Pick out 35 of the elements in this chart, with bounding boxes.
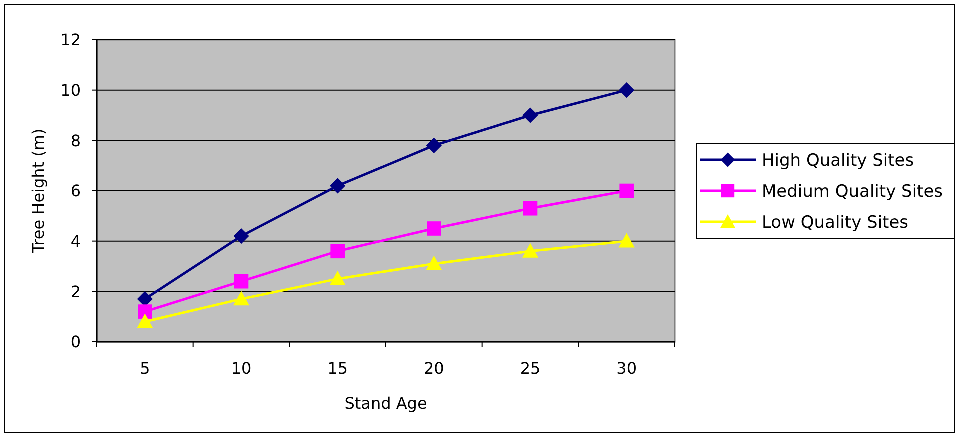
point [137,314,154,328]
y-tick-label: 12 [60,30,81,50]
y-tick-label: 8 [70,131,81,150]
y-tick-label: 0 [70,332,81,352]
x-tick-label: 10 [231,359,252,378]
legend-label: Medium Quality Sites [762,182,944,202]
point [522,243,539,258]
x-tick-label: 20 [424,359,444,378]
point [234,274,249,289]
point [619,82,635,98]
point [618,233,635,248]
point [234,228,250,244]
point [522,108,538,124]
y-tick-label: 4 [70,232,81,251]
point [233,291,250,306]
legend-label: Low Quality Sites [762,212,909,233]
x-tick-label: 25 [520,359,541,378]
point [523,201,538,216]
point [330,271,346,286]
point [620,184,634,198]
x-axis-title: Stand Age [344,394,428,413]
legend-label: High Quality Sites [762,150,914,171]
point [426,138,442,154]
x-tick-label: 5 [140,359,150,378]
y-tick-label: 6 [70,182,81,201]
y-tick-label: 2 [70,282,81,302]
y-tick-label: 10 [60,80,81,100]
point [330,244,345,259]
x-tick-label: 15 [328,359,348,378]
point [427,222,442,236]
x-tick-label: 30 [616,359,638,378]
point [426,256,442,270]
point [138,304,152,319]
y-axis-title: Tree Height (m) [29,128,48,254]
point [330,178,346,194]
